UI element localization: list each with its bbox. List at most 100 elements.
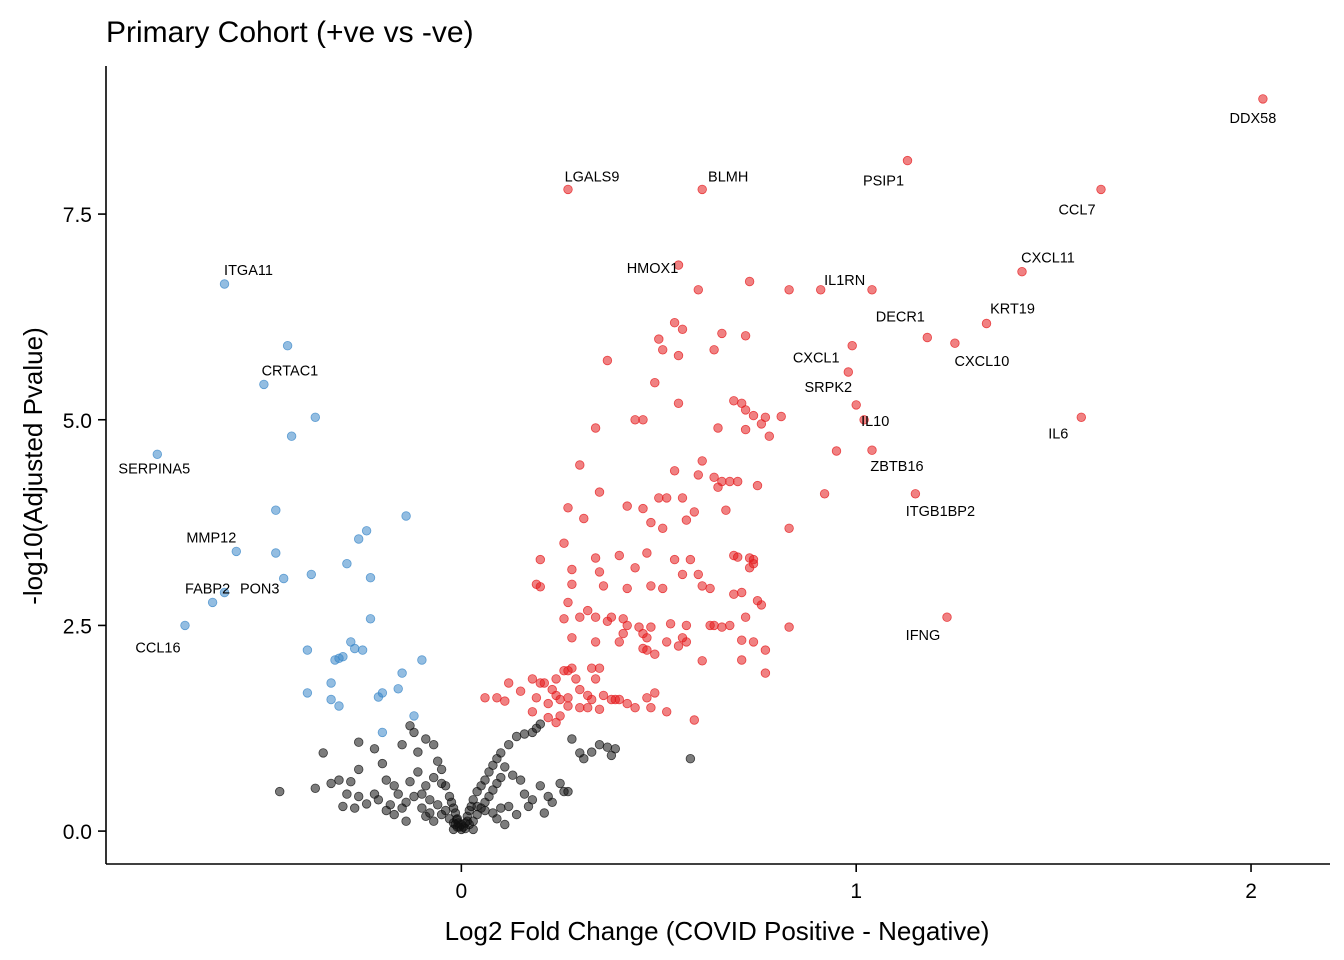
data-point — [622, 698, 632, 709]
data-point — [559, 614, 569, 624]
data-point — [389, 781, 399, 791]
data-point — [685, 554, 696, 565]
data-point — [535, 719, 546, 729]
data-point — [535, 678, 546, 688]
data-point — [776, 411, 786, 422]
data-point — [563, 184, 573, 195]
data-point — [646, 517, 656, 528]
data-point — [275, 786, 285, 797]
data-point — [357, 645, 368, 655]
data-point — [413, 767, 423, 777]
data-point — [334, 701, 344, 711]
data-point — [981, 318, 992, 329]
data-point — [819, 489, 830, 499]
gene-label-cxcl10: CXCL10 — [954, 354, 1009, 370]
data-point — [606, 694, 617, 705]
data-point — [851, 400, 861, 410]
data-point — [302, 645, 313, 655]
data-point — [697, 581, 707, 591]
data-point — [346, 777, 356, 787]
data-point — [436, 764, 447, 775]
gene-label-il1rn: IL1RN — [824, 273, 865, 289]
data-point — [583, 703, 593, 713]
data-point — [622, 583, 632, 594]
data-point — [744, 276, 755, 287]
data-point — [594, 663, 605, 673]
data-point — [389, 809, 399, 820]
data-point — [413, 747, 423, 757]
gene-label-cxcl11: CXCL11 — [1021, 251, 1075, 267]
data-point — [709, 472, 719, 483]
data-point — [650, 688, 660, 698]
data-point — [397, 668, 407, 678]
data-point — [504, 801, 514, 812]
data-point — [705, 583, 715, 594]
data-point — [602, 742, 613, 752]
gene-label-ifng: IFNG — [906, 628, 941, 644]
data-point — [480, 693, 490, 703]
data-point — [219, 279, 230, 289]
gene-label-il6: IL6 — [1048, 426, 1068, 442]
data-point — [590, 612, 601, 622]
data-point — [737, 635, 747, 645]
data-point — [760, 645, 771, 655]
data-point — [500, 762, 510, 772]
data-point — [721, 505, 731, 515]
data-point — [642, 548, 652, 558]
data-point — [326, 778, 336, 789]
y-tick-label: 5.0 — [63, 410, 92, 433]
data-point — [677, 569, 688, 580]
data-point — [748, 559, 759, 569]
y-axis-ticks: 0.0 2.5 5.0 7.5 — [63, 204, 106, 844]
data-point — [511, 809, 522, 820]
data-point — [681, 637, 692, 647]
data-point — [669, 466, 680, 476]
data-point — [409, 727, 419, 738]
data-point — [377, 727, 388, 738]
data-point — [662, 707, 672, 717]
data-point — [725, 620, 735, 631]
x-axis-title: Log2 Fold Change (COVID Positive - Negat… — [445, 916, 990, 946]
gene-label-mmp12: MMP12 — [186, 530, 236, 546]
data-point — [440, 781, 451, 791]
data-point — [259, 379, 269, 390]
data-point — [338, 652, 348, 662]
data-point — [563, 666, 573, 676]
data-point — [1017, 267, 1027, 277]
gene-label-srpk2: SRPK2 — [805, 380, 853, 396]
gene-label-fabp2: FABP2 — [185, 581, 230, 597]
data-point — [354, 737, 364, 747]
gene-label-ccl7: CCL7 — [1058, 202, 1095, 218]
data-point — [713, 423, 723, 433]
data-point — [421, 734, 431, 744]
data-point — [373, 795, 384, 805]
gene-label-lgals9: LGALS9 — [565, 169, 620, 185]
data-point — [180, 620, 190, 631]
data-point — [689, 715, 700, 725]
data-point — [1096, 184, 1106, 195]
data-point — [602, 355, 613, 366]
data-point — [630, 415, 640, 425]
data-point — [717, 622, 727, 632]
data-point — [717, 328, 727, 339]
data-point — [539, 808, 550, 818]
data-point — [500, 819, 510, 830]
data-point — [752, 480, 763, 491]
data-point — [496, 772, 506, 783]
data-point — [381, 775, 392, 785]
gene-label-serpina5: SERPINA5 — [118, 461, 190, 477]
data-point — [693, 569, 704, 580]
data-point — [697, 656, 707, 666]
data-point — [500, 696, 510, 706]
data-point — [563, 786, 573, 797]
data-point — [590, 553, 601, 563]
data-point — [365, 614, 376, 624]
data-point — [867, 445, 877, 455]
data-point — [697, 456, 707, 466]
data-point — [658, 345, 668, 355]
data-point — [681, 515, 692, 525]
y-tick-label: 7.5 — [63, 204, 92, 227]
data-point — [867, 285, 877, 295]
data-point — [361, 799, 372, 809]
data-point — [354, 764, 364, 775]
